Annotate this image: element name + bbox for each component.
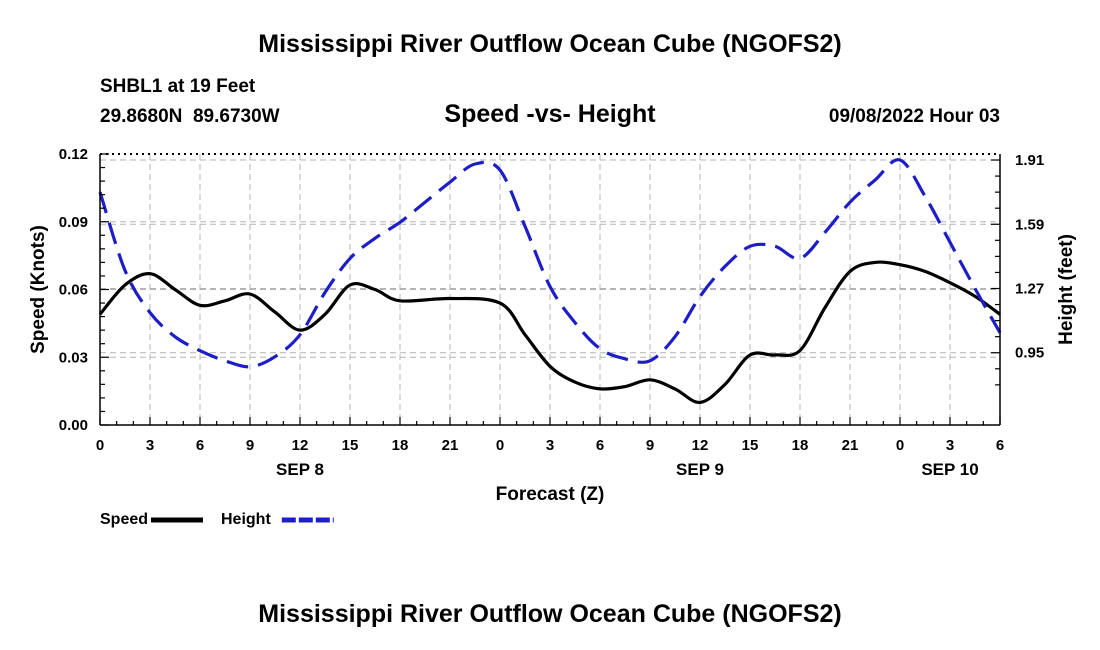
speed-line bbox=[98, 260, 1001, 404]
y2-tick-label: 1.91 bbox=[1015, 152, 1044, 169]
x-tick-label: 0 bbox=[496, 437, 504, 454]
forecast-date-label: 09/08/2022 Hour 03 bbox=[828, 106, 1000, 127]
y-tick-label: 0.09 bbox=[59, 214, 88, 231]
x-tick-label: 18 bbox=[792, 437, 809, 454]
x-tick-label: 3 bbox=[146, 437, 154, 454]
station-label: SHBL1 at 19 Feet bbox=[100, 76, 256, 97]
legend: Speed Height bbox=[100, 511, 334, 528]
series-lines bbox=[98, 158, 1002, 404]
y-tick-label: 0.06 bbox=[59, 282, 88, 299]
y-tick-label: 0.12 bbox=[59, 146, 88, 163]
legend-label-speed: Speed bbox=[100, 511, 148, 528]
y-tick-label: 0.00 bbox=[59, 417, 88, 434]
x-tick-label: 12 bbox=[292, 437, 309, 454]
footer-title: Mississippi River Outflow Ocean Cube (NG… bbox=[258, 600, 842, 628]
x-tick-label: 12 bbox=[692, 437, 709, 454]
x-tick-label: 3 bbox=[546, 437, 554, 454]
day-label: SEP 9 bbox=[676, 460, 724, 479]
height-line bbox=[98, 158, 1002, 369]
x-tick-label: 0 bbox=[96, 437, 104, 454]
x-tick-label: 15 bbox=[342, 437, 359, 454]
x-tick-label: 15 bbox=[742, 437, 759, 454]
x-tick-label: 6 bbox=[196, 437, 204, 454]
x-tick-label: 9 bbox=[246, 437, 254, 454]
chart-subtitle: Speed -vs- Height bbox=[444, 100, 656, 128]
day-label: SEP 10 bbox=[921, 460, 978, 479]
grid bbox=[100, 154, 1000, 425]
axis-labels: 0 3 6 9 12 15 18 21 0 3 6 9 12 15 18 21 0 3 6 SEP 8 SEP 9 SEP… bbox=[28, 146, 1077, 505]
x-tick-label: 21 bbox=[442, 437, 459, 454]
y2-tick-label: 1.59 bbox=[1015, 216, 1044, 233]
x-tick-label: 9 bbox=[646, 437, 654, 454]
y2-tick-label: 0.95 bbox=[1015, 345, 1044, 362]
y2-axis-title: Height (feet) bbox=[1056, 234, 1077, 345]
x-tick-label: 21 bbox=[842, 437, 859, 454]
x-tick-label: 0 bbox=[896, 437, 904, 454]
x-tick-label: 18 bbox=[392, 437, 409, 454]
chart-title: Mississippi River Outflow Ocean Cube (NG… bbox=[258, 30, 842, 58]
y2-tick-label: 1.27 bbox=[1015, 280, 1044, 297]
y-tick-label: 0.03 bbox=[59, 349, 88, 366]
x-tick-label: 3 bbox=[946, 437, 954, 454]
legend-label-height: Height bbox=[221, 511, 271, 528]
y-axis-title: Speed (Knots) bbox=[28, 225, 49, 354]
day-label: SEP 8 bbox=[276, 460, 324, 479]
x-axis-title: Forecast (Z) bbox=[496, 484, 605, 505]
axes bbox=[99, 153, 1001, 426]
coordinates-label: 29.8680N 89.6730W bbox=[100, 106, 280, 127]
x-tick-label: 6 bbox=[596, 437, 604, 454]
x-tick-label: 6 bbox=[996, 437, 1004, 454]
